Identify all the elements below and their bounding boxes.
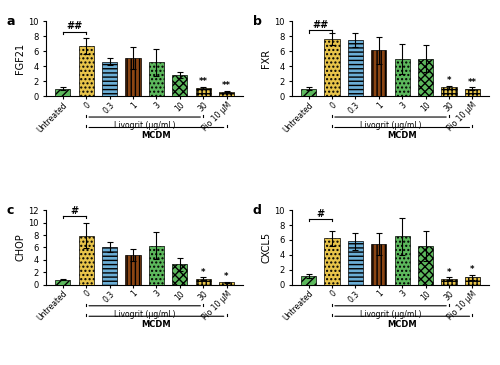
Text: MCDM: MCDM [388,320,417,329]
Bar [348,40,363,96]
Bar [348,242,363,285]
Text: Livogrit (μg/mL): Livogrit (μg/mL) [360,310,422,319]
Bar [371,50,386,96]
Bar [394,236,410,285]
Text: ##: ## [66,22,82,31]
Text: #: # [70,206,78,216]
Y-axis label: CHOP: CHOP [16,234,26,261]
Text: **: ** [222,81,231,90]
Text: c: c [7,204,14,217]
Bar [196,88,210,96]
Text: d: d [253,204,262,217]
Y-axis label: FGF21: FGF21 [16,43,26,74]
Text: ##: ## [312,20,328,30]
Text: **: ** [468,78,477,87]
Bar [78,236,94,285]
Text: **: ** [198,77,207,86]
Bar [172,264,188,285]
Bar [418,246,433,285]
Bar [56,280,70,285]
Bar [465,89,480,96]
Bar [126,255,140,285]
Text: *: * [224,272,229,281]
Bar [301,276,316,285]
Text: MCDM: MCDM [142,131,171,140]
Text: *: * [446,268,451,277]
Text: a: a [7,15,16,28]
Bar [102,62,117,96]
Bar [196,278,210,285]
Text: #: # [316,209,324,219]
Bar [371,244,386,285]
Bar [418,59,433,96]
Bar [149,62,164,96]
Bar [465,277,480,285]
Bar [78,46,94,96]
Text: *: * [446,76,451,85]
Bar [442,279,456,285]
Bar [172,75,188,96]
Bar [324,39,340,96]
Text: MCDM: MCDM [388,131,417,140]
Y-axis label: FXR: FXR [262,49,272,68]
Text: *: * [201,268,205,277]
Text: Livogrit (μg/mL): Livogrit (μg/mL) [114,121,176,130]
Text: MCDM: MCDM [142,320,171,329]
Text: Livogrit (μg/mL): Livogrit (μg/mL) [360,121,422,130]
Bar [126,58,140,96]
Bar [219,283,234,285]
Y-axis label: CXCL5: CXCL5 [262,232,272,263]
Bar [324,238,340,285]
Bar [149,246,164,285]
Text: b: b [253,15,262,28]
Bar [301,89,316,96]
Text: Livogrit (μg/mL): Livogrit (μg/mL) [114,310,176,319]
Text: *: * [470,265,474,274]
Bar [442,87,456,96]
Bar [102,247,117,285]
Bar [219,92,234,96]
Bar [394,59,410,96]
Bar [56,89,70,96]
